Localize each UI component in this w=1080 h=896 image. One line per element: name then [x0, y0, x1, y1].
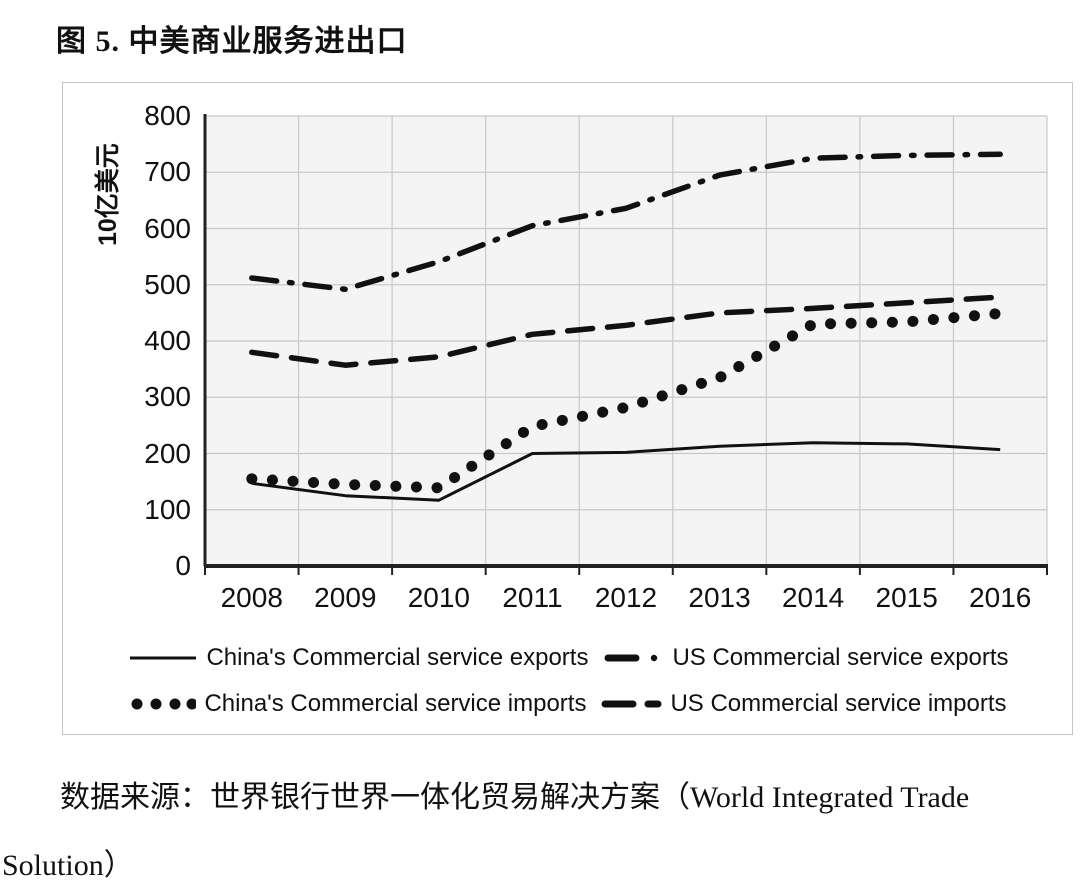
y-tick-label: 200: [144, 437, 191, 469]
legend-row-2: China's Commercial service imports US Co…: [63, 681, 1074, 727]
y-tick-label: 400: [144, 325, 191, 356]
legend-label: US Commercial service exports: [672, 644, 1009, 671]
data-source-line-1: 数据来源：世界银行世界一体化贸易解决方案（World Integrated Tr…: [60, 781, 970, 814]
data-source-line-2: Solution）: [2, 849, 134, 882]
x-tick-label: 2014: [781, 582, 845, 613]
dash-dot-line-icon: [604, 654, 658, 662]
figure-title: 图 5. 中美商业服务进出口: [56, 25, 408, 58]
y-tick-label: 500: [144, 268, 191, 300]
x-tick-label: 2011: [502, 582, 563, 613]
legend-label: China's Commercial service exports: [206, 644, 589, 671]
dotted-line-icon: [131, 698, 197, 710]
legend-item-china-imports: China's Commercial service imports: [130, 690, 586, 718]
legend-item-us-exports: US Commercial service exports: [602, 644, 1009, 672]
x-tick-label: 2016: [969, 582, 1032, 613]
legend: China's Commercial service exports US Co…: [63, 635, 1074, 727]
legend-item-china-exports: China's Commercial service exports: [128, 644, 588, 672]
x-tick-label: 2009: [314, 582, 377, 613]
legend-item-us-imports: US Commercial service imports: [600, 690, 1007, 718]
chart-frame: 10亿美元 0 100 200 300 400 500 600 700 800 2008 2009…: [62, 82, 1073, 735]
y-tick-label: 700: [144, 156, 191, 188]
y-tick-label: 0: [175, 550, 191, 581]
series-dashed: [249, 294, 1003, 368]
legend-label: China's Commercial service imports: [204, 690, 587, 717]
y-tick-label: 300: [144, 381, 191, 413]
series-dashdot: [249, 151, 1003, 293]
legend-row-1: China's Commercial service exports US Co…: [63, 635, 1074, 681]
plot-area: [203, 114, 1048, 575]
series-solid: [251, 441, 1001, 502]
y-tick-label: 100: [144, 493, 191, 525]
x-tick-label: 2008: [220, 582, 283, 613]
y-tick-label: 600: [144, 212, 191, 244]
series-dotted: [246, 307, 1006, 494]
x-tick-label: 2013: [688, 582, 751, 613]
dashed-line-icon: [601, 700, 662, 708]
x-tick-label: 2012: [594, 582, 658, 613]
legend-label: US Commercial service imports: [670, 690, 1007, 717]
y-tick-label: 800: [144, 100, 191, 131]
x-tick-label: 2015: [875, 582, 938, 613]
x-tick-label: 2010: [407, 582, 471, 613]
solid-line-icon: [130, 656, 197, 660]
